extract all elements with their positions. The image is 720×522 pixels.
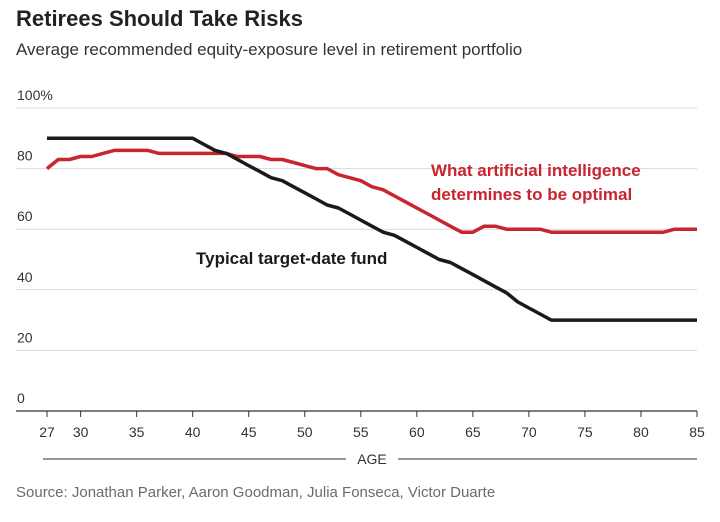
x-tick-label: 60 xyxy=(409,424,425,440)
gridlines xyxy=(16,107,697,412)
x-axis-ticks: 27 30 35 40 45 50 55 60 65 70 75 80 85 xyxy=(39,411,705,440)
x-tick-label: 70 xyxy=(521,424,537,440)
x-tick-label: 55 xyxy=(353,424,369,440)
x-axis-title-text: AGE xyxy=(357,451,387,467)
series-lines xyxy=(45,136,697,322)
y-tick-label: 0 xyxy=(17,390,25,406)
line-chart: 0 20 40 60 80 100% 27 30 35 40 45 50 55 60 65 70 75 80 85… xyxy=(16,87,705,467)
x-tick-label: 75 xyxy=(577,424,593,440)
y-tick-label: 20 xyxy=(17,329,33,345)
y-tick-label: 80 xyxy=(17,148,33,164)
y-tick-label: 100% xyxy=(17,87,53,103)
ai-series-label-line-2: determines to be optimal xyxy=(431,185,632,204)
x-tick-label: 50 xyxy=(297,424,313,440)
x-tick-label: 85 xyxy=(689,424,705,440)
x-axis-title: AGE xyxy=(43,451,697,467)
x-tick-label: 80 xyxy=(633,424,649,440)
x-tick-label: 45 xyxy=(241,424,257,440)
x-tick-label: 30 xyxy=(73,424,89,440)
x-tick-label: 40 xyxy=(185,424,201,440)
y-tick-label: 60 xyxy=(17,208,33,224)
ai-series-label-line-1: What artificial intelligence xyxy=(431,161,641,180)
chart-subtitle: Average recommended equity-exposure leve… xyxy=(16,40,523,59)
x-tick-label: 35 xyxy=(129,424,145,440)
x-tick-label: 65 xyxy=(465,424,481,440)
fund-series-label: Typical target-date fund xyxy=(196,249,387,268)
ai-optimal-line xyxy=(45,148,697,234)
y-axis-ticks: 0 20 40 60 80 100% xyxy=(17,87,53,406)
y-tick-label: 40 xyxy=(17,269,33,285)
target-date-fund-line xyxy=(47,136,697,322)
x-tick-label: 27 xyxy=(39,424,55,440)
source-note: Source: Jonathan Parker, Aaron Goodman, … xyxy=(16,484,496,501)
chart-title: Retirees Should Take Risks xyxy=(16,6,303,31)
